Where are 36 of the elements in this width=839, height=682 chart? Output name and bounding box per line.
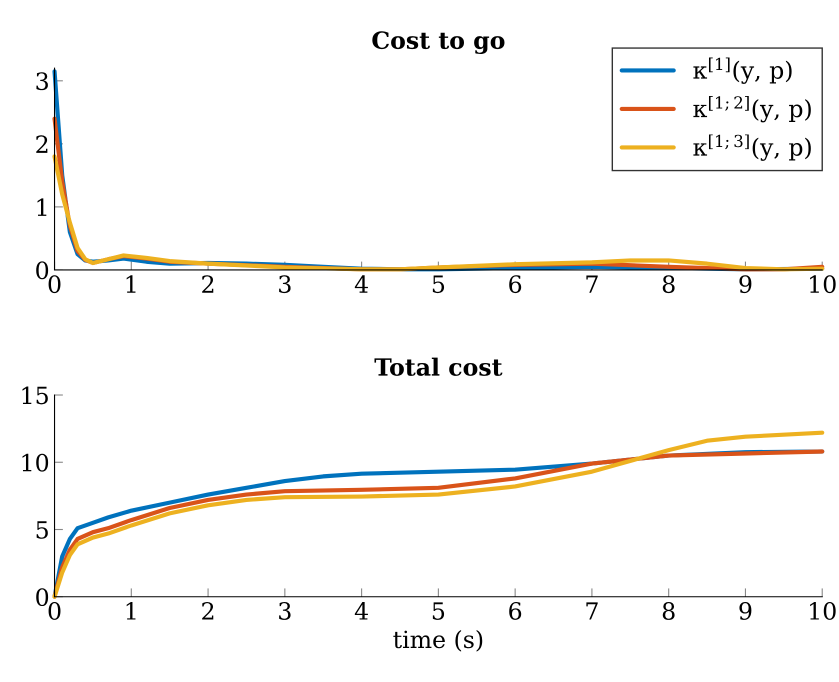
x-tick-label: 4 [354,275,368,293]
y-tick-label: 10 [22,454,48,472]
x-tick-label: 1 [126,275,136,293]
x-tick-label: 4 [354,602,368,620]
x-tick-label: 8 [662,275,675,294]
x-tick-label: 6 [509,602,522,620]
x-tick-label: 2 [202,602,214,620]
x-tick-label: 6 [509,275,522,294]
x-tick-label: 0 [48,275,60,294]
x-tick-label: 5 [432,276,444,294]
x-tick-label: 9 [739,602,752,620]
x-tick-label: 10 [810,602,836,620]
x-tick-label: 8 [662,602,675,620]
x-tick-label: 3 [279,602,291,620]
legend-label: κ$^{[1]}$(y, p) [693,57,792,84]
y-tick-label: 1 [38,198,46,216]
y-tick-label: 3 [36,72,48,90]
y-tick-label: 5 [36,521,48,539]
legend-label: κ$^{[1;2]}$(y, p) [693,96,811,122]
y-tick-label: 0 [36,588,48,606]
chart-title: Cost to go [372,31,504,54]
y-tick-label: 2 [36,135,48,153]
x-tick-label: 2 [202,275,214,293]
chart-title: Total cost [374,358,502,376]
legend-label: κ$^{[1;3]}$(y, p) [693,134,811,161]
x-tick-label: 7 [586,276,598,293]
x-tick-label: 9 [739,275,752,294]
x-tick-label: 7 [586,602,598,620]
x-tick-label: 5 [432,602,444,620]
x-axis-title: time (s) [393,630,482,652]
y-tick-label: 15 [22,386,48,404]
x-tick-label: 3 [279,275,291,294]
x-tick-label: 1 [126,602,136,620]
x-tick-label: 0 [48,602,60,620]
y-tick-label: 0 [36,261,48,280]
x-tick-label: 10 [810,275,836,294]
